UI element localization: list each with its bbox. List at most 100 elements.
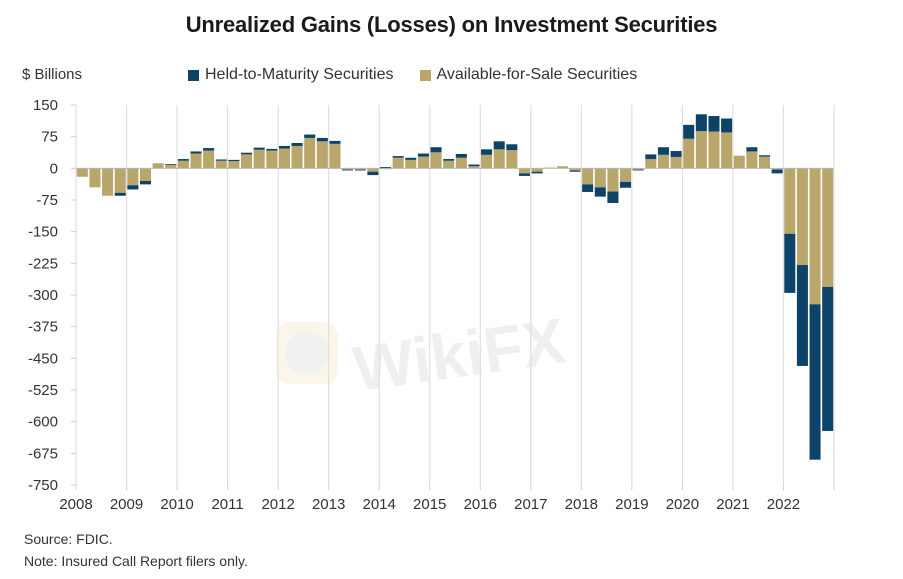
bar-available-for-sale bbox=[329, 143, 341, 169]
bar-held-to-maturity bbox=[228, 159, 240, 162]
bar-available-for-sale bbox=[822, 168, 834, 287]
bar-held-to-maturity bbox=[607, 191, 619, 203]
bar-available-for-sale bbox=[165, 164, 177, 169]
bar-held-to-maturity bbox=[771, 169, 783, 174]
legend-swatch-available-for-sale bbox=[419, 69, 431, 81]
bar-available-for-sale bbox=[316, 141, 328, 169]
bar-held-to-maturity bbox=[165, 164, 177, 165]
bar-held-to-maturity bbox=[380, 167, 392, 169]
x-tick-label: 2008 bbox=[59, 496, 92, 513]
bar-held-to-maturity bbox=[266, 148, 278, 151]
bar-available-for-sale bbox=[733, 155, 745, 169]
bar-available-for-sale bbox=[695, 131, 707, 169]
y-tick-label: -225 bbox=[28, 255, 58, 272]
legend-label-held-to-maturity: Held-to-Maturity Securities bbox=[205, 66, 394, 83]
legend-swatch-held-to-maturity bbox=[188, 69, 199, 81]
bar-available-for-sale bbox=[203, 150, 215, 169]
bar-available-for-sale bbox=[607, 168, 619, 192]
x-tick-label: 2015 bbox=[413, 496, 446, 513]
bar-held-to-maturity bbox=[430, 147, 442, 153]
watermark-logo-icon bbox=[276, 322, 338, 384]
bar-available-for-sale bbox=[304, 137, 316, 169]
bar-held-to-maturity bbox=[582, 184, 594, 192]
chart-title: Unrealized Gains (Losses) on Investment … bbox=[185, 12, 718, 37]
chart-footer: Source: FDIC. Note: Insured Call Report … bbox=[24, 528, 248, 572]
bar-held-to-maturity bbox=[354, 169, 366, 171]
x-tick-label: 2009 bbox=[110, 496, 143, 513]
bar-held-to-maturity bbox=[759, 155, 771, 157]
bar-available-for-sale bbox=[708, 131, 720, 169]
bar-available-for-sale bbox=[481, 154, 493, 169]
bar-available-for-sale bbox=[657, 154, 669, 169]
bar-held-to-maturity bbox=[405, 157, 417, 160]
bar-held-to-maturity bbox=[190, 151, 202, 154]
x-tick-label: 2011 bbox=[211, 496, 243, 513]
bar-held-to-maturity bbox=[114, 192, 126, 196]
bar-available-for-sale bbox=[531, 168, 543, 172]
bar-held-to-maturity bbox=[127, 185, 139, 190]
bar-available-for-sale bbox=[127, 168, 139, 186]
bar-held-to-maturity bbox=[708, 115, 720, 132]
bar-available-for-sale bbox=[582, 168, 594, 185]
bar-available-for-sale bbox=[771, 168, 783, 170]
bar-available-for-sale bbox=[518, 168, 530, 174]
bar-held-to-maturity bbox=[493, 141, 505, 150]
x-tick-label: 2022 bbox=[767, 496, 800, 513]
bar-available-for-sale bbox=[569, 168, 581, 171]
bar-held-to-maturity bbox=[392, 156, 404, 158]
bar-available-for-sale bbox=[177, 160, 189, 169]
bar-available-for-sale bbox=[594, 168, 606, 188]
bar-available-for-sale bbox=[721, 132, 733, 169]
bar-available-for-sale bbox=[796, 168, 808, 266]
bar-available-for-sale bbox=[670, 156, 682, 169]
bar-available-for-sale bbox=[152, 163, 164, 169]
bar-available-for-sale bbox=[620, 168, 632, 182]
legend-label-available-for-sale: Available-for-Sale Securities bbox=[436, 66, 638, 83]
bar-held-to-maturity bbox=[417, 153, 429, 157]
bar-available-for-sale bbox=[759, 156, 771, 169]
bar-available-for-sale bbox=[506, 150, 518, 169]
source-note: Source: FDIC. bbox=[24, 531, 113, 547]
x-tick-label: 2017 bbox=[514, 496, 547, 513]
bar-held-to-maturity bbox=[721, 118, 733, 133]
bar-held-to-maturity bbox=[784, 233, 796, 293]
bar-held-to-maturity bbox=[620, 181, 632, 188]
bar-available-for-sale bbox=[746, 151, 758, 169]
bar-available-for-sale bbox=[76, 168, 88, 177]
x-axis: 2008 2009 2010 2011 2012 2013 2014 2015 2016 2017… bbox=[59, 485, 835, 513]
legend-item-available-for-sale: Available-for-Sale Securities bbox=[419, 66, 638, 84]
x-tick-label: 2018 bbox=[565, 496, 598, 513]
bar-available-for-sale bbox=[493, 149, 505, 169]
bar-available-for-sale bbox=[241, 154, 253, 169]
y-tick-label: -375 bbox=[28, 319, 58, 336]
bar-held-to-maturity bbox=[657, 147, 669, 155]
x-tick-label: 2012 bbox=[261, 496, 294, 513]
bar-held-to-maturity bbox=[468, 164, 480, 167]
legend-item-held-to-maturity: Held-to-Maturity Securities bbox=[188, 66, 394, 84]
watermark-eagle-icon bbox=[285, 331, 329, 375]
bar-held-to-maturity bbox=[683, 124, 695, 139]
bar-available-for-sale bbox=[266, 150, 278, 169]
y-tick-label: -75 bbox=[36, 192, 58, 209]
y-tick-label: 75 bbox=[41, 129, 58, 146]
x-tick-label: 2014 bbox=[363, 496, 396, 513]
bar-held-to-maturity bbox=[291, 143, 303, 146]
bar-held-to-maturity bbox=[670, 151, 682, 157]
bar-held-to-maturity bbox=[822, 286, 834, 431]
y-axis: 150 75 0 -75 -150 -225 -300 -375 -450 -525 -600 -67… bbox=[28, 97, 77, 494]
bar-available-for-sale bbox=[645, 159, 657, 169]
y-axis-unit-label: $ Billions bbox=[22, 66, 83, 83]
bar-held-to-maturity bbox=[342, 169, 354, 171]
bar-available-for-sale bbox=[215, 160, 227, 169]
bar-available-for-sale bbox=[443, 160, 455, 169]
bar-held-to-maturity bbox=[278, 145, 290, 149]
bar-held-to-maturity bbox=[367, 171, 379, 176]
bar-held-to-maturity bbox=[203, 148, 215, 151]
bar-held-to-maturity bbox=[177, 159, 189, 161]
bar-held-to-maturity bbox=[569, 170, 581, 172]
bar-held-to-maturity bbox=[253, 147, 265, 150]
bar-held-to-maturity bbox=[506, 144, 518, 151]
bar-held-to-maturity bbox=[645, 154, 657, 160]
bar-held-to-maturity bbox=[746, 147, 758, 152]
